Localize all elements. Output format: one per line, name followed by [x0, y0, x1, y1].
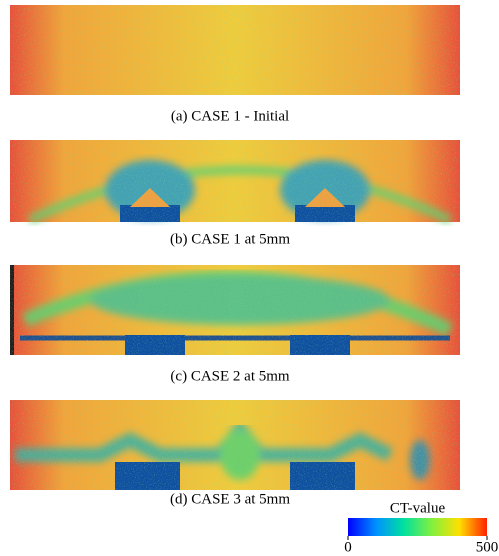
- ct-image: [10, 140, 460, 224]
- caption: (d) CASE 3 at 5mm: [170, 491, 290, 507]
- caption: (c) CASE 2 at 5mm: [170, 368, 289, 384]
- caption: (b) CASE 1 at 5mm: [170, 231, 290, 247]
- colorbar: [348, 518, 487, 536]
- caption: (a) CASE 1 - Initial: [171, 108, 289, 124]
- colorbar-label: CT-value: [390, 500, 446, 516]
- tick-label: 0: [344, 539, 352, 555]
- ct-image: [10, 400, 460, 490]
- ct-image: [10, 5, 460, 95]
- tick-label: 500: [476, 539, 499, 555]
- ct-image: [10, 265, 460, 355]
